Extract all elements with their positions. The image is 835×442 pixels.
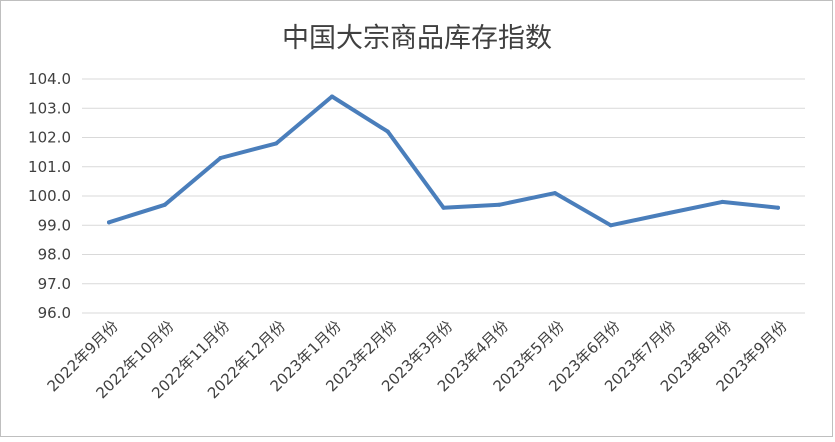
data-point [664,211,669,216]
y-axis-ticks: 104.0 103.0 102.0 101.0 100.0 99.0 98.0 97.0 96.… [28,70,71,322]
y-tick-label: 101.0 [28,158,71,176]
data-point [274,141,279,146]
data-point [330,94,334,99]
data-point [608,223,613,228]
y-tick-label: 103.0 [28,99,71,117]
data-point [720,199,725,204]
series-layer [107,94,780,228]
y-tick-label: 96.0 [38,304,71,322]
data-point [553,191,557,196]
y-tick-label: 104.0 [28,70,71,88]
y-tick-label: 102.0 [28,129,71,147]
y-tick-label: 98.0 [38,246,71,264]
x-axis-ticks: 2022年9月份2022年10月份2022年11月份2022年12月份2023年… [44,317,791,402]
data-point [441,205,446,210]
chart-title: 中国大宗商品库存指数 [282,23,552,54]
data-point [218,155,223,160]
data-point [385,129,390,134]
data-point [162,202,167,207]
data-point [497,202,502,207]
y-tick-label: 97.0 [38,275,71,293]
data-point [107,220,111,225]
y-tick-label: 99.0 [38,216,71,234]
y-tick-label: 100.0 [28,187,71,205]
grid-layer [82,78,805,314]
data-point [776,205,780,210]
